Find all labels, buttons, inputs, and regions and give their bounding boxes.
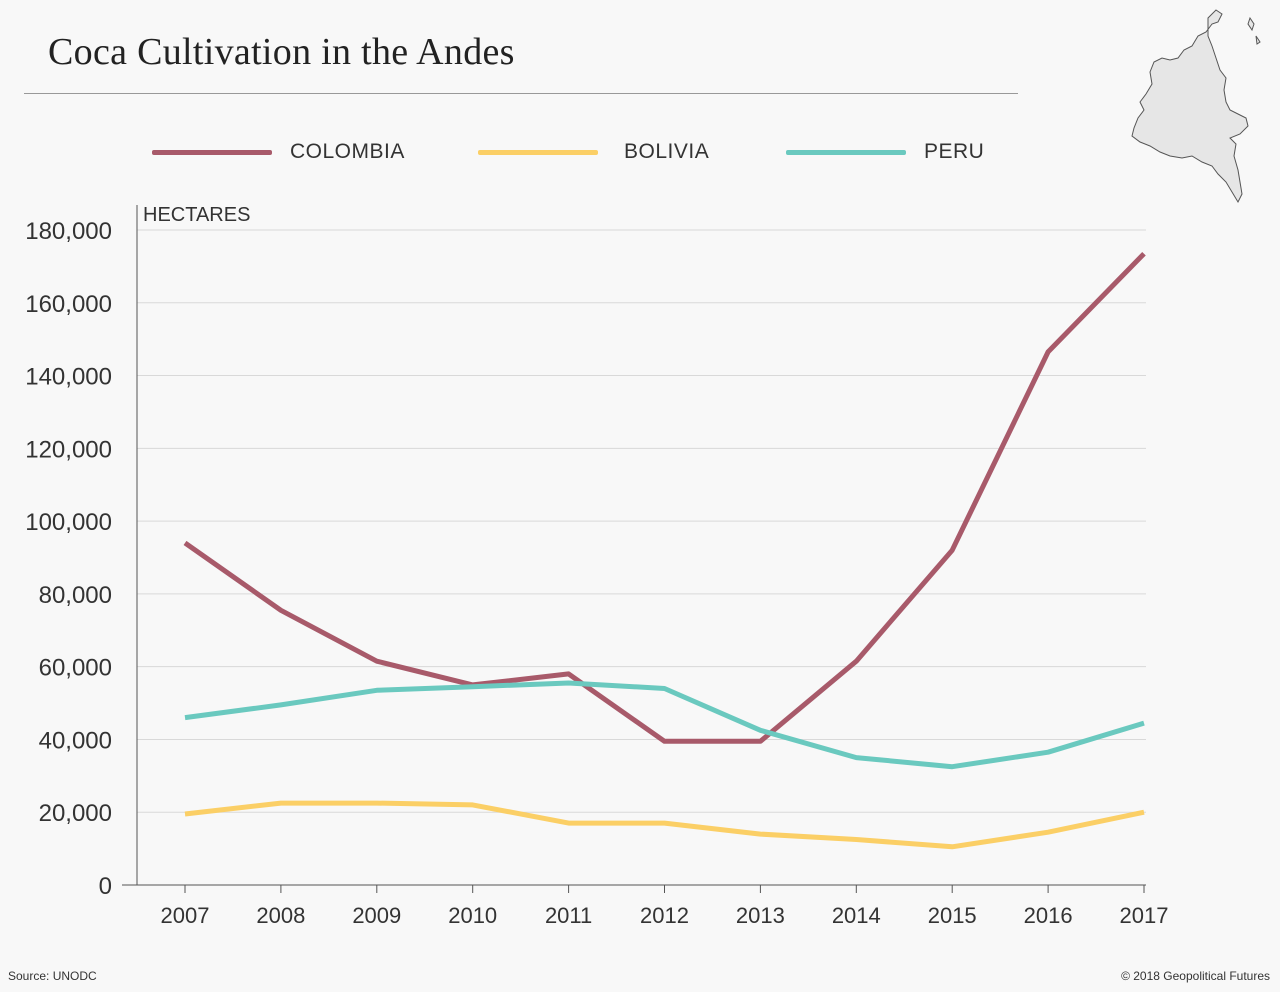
y-axis-label: HECTARES: [143, 204, 250, 226]
x-tick-label: 2010: [448, 903, 497, 928]
series-line-colombia: [183, 251, 1146, 744]
chart-title: Coca Cultivation in the Andes: [48, 31, 515, 73]
series-line-bolivia: [184, 800, 1145, 850]
x-tick-label: 2016: [1024, 903, 1073, 928]
x-tick-label: 2009: [352, 903, 401, 928]
legend-label-bolivia: BOLIVIA: [624, 140, 710, 163]
copyright-note: © 2018 Geopolitical Futures: [1121, 969, 1270, 983]
x-tick-label: 2017: [1120, 903, 1169, 928]
y-tick-label: 40,000: [39, 727, 112, 754]
x-tick-label: 2015: [928, 903, 977, 928]
y-tick-label: 140,000: [25, 364, 112, 391]
x-tick-label: 2007: [161, 903, 210, 928]
source-note: Source: UNODC: [8, 969, 97, 983]
title-divider: [24, 93, 1018, 94]
y-tick-label: 160,000: [25, 291, 112, 318]
x-tick-label: 2013: [736, 903, 785, 928]
legend-label-colombia: COLOMBIA: [290, 140, 405, 163]
y-tick-label: 60,000: [39, 655, 112, 682]
y-tick-label: 20,000: [39, 800, 112, 827]
x-tick-label: 2008: [256, 903, 305, 928]
x-tick-label: 2012: [640, 903, 689, 928]
series-line-peru: [184, 680, 1145, 770]
colombia-map-icon: [1131, 9, 1261, 204]
legend-swatch-colombia: [152, 150, 272, 155]
x-tick-label: 2011: [545, 903, 592, 928]
legend-swatch-bolivia: [478, 150, 598, 155]
y-tick-label: 80,000: [39, 582, 112, 609]
legend-label-peru: PERU: [924, 140, 985, 163]
y-tick-label: 120,000: [25, 436, 112, 463]
x-tick-label: 2014: [832, 903, 881, 928]
y-tick-label: 0: [99, 873, 112, 900]
y-tick-label: 100,000: [25, 509, 112, 536]
legend: COLOMBIA BOLIVIA PERU: [0, 130, 1280, 174]
legend-swatch-peru: [786, 150, 906, 155]
y-tick-label: 180,000: [25, 218, 112, 245]
